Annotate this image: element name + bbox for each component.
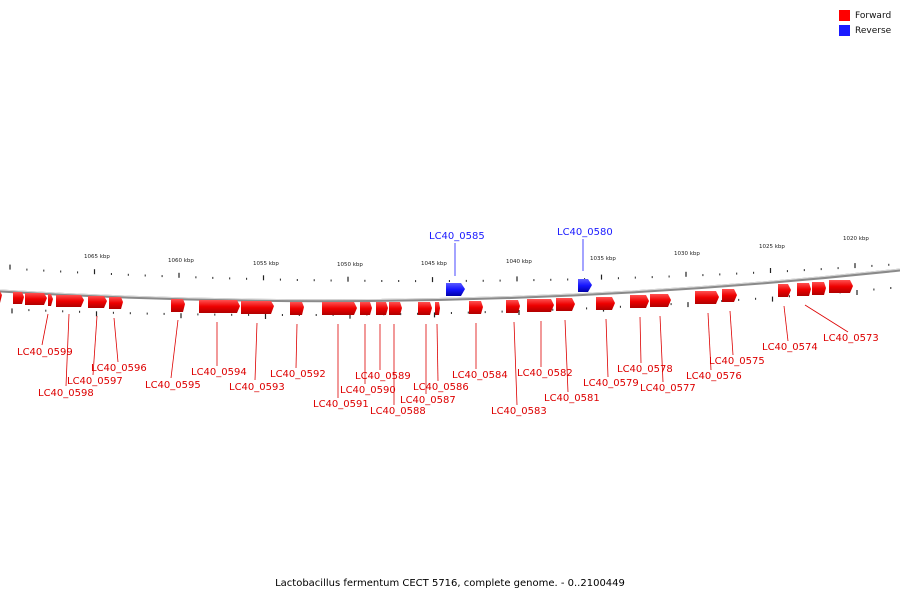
gene-label-forward[interactable]: LC40_0594 bbox=[191, 367, 247, 378]
gene-arrow-forward[interactable] bbox=[506, 300, 520, 313]
gene-label-forward[interactable]: LC40_0590 bbox=[340, 385, 396, 396]
gene-label-forward[interactable]: LC40_0581 bbox=[544, 393, 600, 404]
genome-caption: Lactobacillus fermentum CECT 5716, compl… bbox=[275, 578, 625, 589]
gene-arrow-forward[interactable] bbox=[797, 283, 811, 296]
gene-arrow-forward[interactable] bbox=[360, 302, 372, 315]
legend-item-reverse[interactable]: Reverse bbox=[839, 23, 891, 38]
gene-label-forward[interactable]: LC40_0582 bbox=[517, 368, 573, 379]
gene-arrow-forward[interactable] bbox=[596, 297, 615, 310]
gene-arrow-forward[interactable] bbox=[241, 301, 274, 314]
legend: Forward Reverse bbox=[839, 8, 891, 38]
scale-label: 1050 kbp bbox=[337, 262, 363, 268]
gene-label-forward[interactable]: LC40_0578 bbox=[617, 364, 673, 375]
gene-arrow-forward[interactable] bbox=[322, 302, 357, 315]
scale-label: 1065 kbp bbox=[84, 254, 110, 260]
gene-arrow-forward[interactable] bbox=[469, 301, 483, 314]
gene-label-forward[interactable]: LC40_0598 bbox=[38, 388, 94, 399]
scale-label: 1020 kbp bbox=[843, 236, 869, 242]
reverse-swatch bbox=[839, 25, 850, 36]
gene-arrow-forward[interactable] bbox=[556, 298, 575, 311]
scale-label: 1040 kbp bbox=[506, 259, 532, 265]
legend-forward-label: Forward bbox=[855, 10, 892, 21]
legend-item-forward[interactable]: Forward bbox=[839, 8, 891, 23]
scale-label: 1030 kbp bbox=[674, 251, 700, 257]
gene-arrow-forward[interactable] bbox=[13, 292, 24, 304]
gene-label-forward[interactable]: LC40_0597 bbox=[67, 376, 123, 387]
scale-label: 1045 kbp bbox=[421, 261, 447, 267]
scale-labels: 1065 kbp 1060 kbp 1055 kbp 1050 kbp 1045… bbox=[84, 236, 869, 268]
gene-arrow-forward[interactable] bbox=[0, 291, 2, 303]
gene-arrow-forward[interactable] bbox=[812, 282, 826, 295]
gene-labels: LC40_0585 LC40_0580 LC40_0599 LC40_0598 … bbox=[17, 227, 879, 417]
gene-arrow-forward[interactable] bbox=[109, 297, 123, 309]
gene-arrow-reverse[interactable] bbox=[578, 279, 592, 292]
gene-label-forward[interactable]: LC40_0573 bbox=[823, 333, 879, 344]
gene-label-forward[interactable]: LC40_0588 bbox=[370, 406, 426, 417]
scale-label: 1060 kbp bbox=[168, 258, 194, 264]
gene-label-forward[interactable]: LC40_0593 bbox=[229, 382, 285, 393]
gene-arrow-forward[interactable] bbox=[376, 302, 388, 315]
scale-label: 1035 kbp bbox=[590, 256, 616, 262]
gene-label-forward[interactable]: LC40_0579 bbox=[583, 378, 639, 389]
gene-arrow-forward[interactable] bbox=[435, 302, 440, 315]
gene-arrow-forward[interactable] bbox=[695, 291, 719, 304]
gene-label-forward[interactable]: LC40_0587 bbox=[400, 395, 456, 406]
gene-arrow-forward[interactable] bbox=[290, 302, 304, 315]
gene-label-forward[interactable]: LC40_0596 bbox=[91, 363, 147, 374]
gene-arrow-forward[interactable] bbox=[630, 295, 649, 308]
gene-arrow-forward[interactable] bbox=[88, 296, 107, 308]
genome-backbone bbox=[0, 268, 900, 303]
gene-label-forward[interactable]: LC40_0589 bbox=[355, 371, 411, 382]
gene-arrow-forward[interactable] bbox=[722, 289, 737, 302]
gene-label-forward[interactable]: LC40_0599 bbox=[17, 347, 73, 358]
gene-features bbox=[0, 279, 853, 315]
gene-arrow-forward[interactable] bbox=[650, 294, 671, 307]
gene-arrow-forward[interactable] bbox=[25, 293, 47, 305]
gene-label-forward[interactable]: LC40_0583 bbox=[491, 406, 547, 417]
gene-label-forward[interactable]: LC40_0592 bbox=[270, 369, 326, 380]
gene-arrow-forward[interactable] bbox=[778, 284, 791, 297]
gene-arrow-reverse[interactable] bbox=[446, 283, 465, 296]
legend-reverse-label: Reverse bbox=[855, 25, 892, 36]
gene-label-reverse[interactable]: LC40_0585 bbox=[429, 231, 485, 242]
scale-label: 1025 kbp bbox=[759, 244, 785, 250]
gene-arrow-forward[interactable] bbox=[389, 302, 402, 315]
gene-label-forward[interactable]: LC40_0591 bbox=[313, 399, 369, 410]
gene-label-forward[interactable]: LC40_0575 bbox=[709, 356, 765, 367]
gene-label-forward[interactable]: LC40_0586 bbox=[413, 382, 469, 393]
gene-arrow-forward[interactable] bbox=[527, 299, 554, 312]
gene-label-forward[interactable]: LC40_0574 bbox=[762, 342, 818, 353]
scale-ticks bbox=[9, 263, 892, 319]
gene-arrow-forward[interactable] bbox=[56, 295, 84, 307]
gene-arrow-forward[interactable] bbox=[418, 302, 432, 315]
forward-swatch bbox=[839, 10, 850, 21]
gene-label-reverse[interactable]: LC40_0580 bbox=[557, 227, 613, 238]
scale-label: 1055 kbp bbox=[253, 261, 279, 267]
gene-label-forward[interactable]: LC40_0576 bbox=[686, 371, 742, 382]
gene-label-forward[interactable]: LC40_0595 bbox=[145, 380, 201, 391]
gene-arrow-forward[interactable] bbox=[829, 280, 853, 293]
gene-arrow-forward[interactable] bbox=[48, 294, 53, 306]
gene-arrow-forward[interactable] bbox=[199, 300, 240, 313]
gene-arrow-forward[interactable] bbox=[171, 299, 185, 312]
gene-label-forward[interactable]: LC40_0577 bbox=[640, 383, 696, 394]
genome-backbone-highlight bbox=[0, 268, 900, 301]
gene-label-forward[interactable]: LC40_0584 bbox=[452, 370, 508, 381]
label-leaders bbox=[41, 239, 849, 406]
